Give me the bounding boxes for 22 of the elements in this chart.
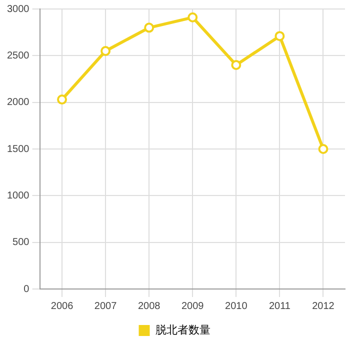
x-tick-label: 2010: [225, 300, 248, 312]
point: [318, 144, 328, 154]
point: [100, 46, 111, 56]
point: [274, 31, 285, 42]
point: [188, 12, 198, 22]
x-tick-label: 2008: [138, 300, 161, 312]
y-tick-label: 1000: [6, 190, 30, 202]
point: [144, 22, 154, 33]
y-tick-label: 3000: [6, 4, 30, 15]
x-tick-label: 2006: [50, 300, 74, 312]
y-tick-label: 500: [12, 237, 30, 248]
y-tick-label: 2500: [6, 50, 30, 62]
x-tick-label: 2012: [312, 300, 335, 312]
legend-label: 脱北者数量: [155, 324, 210, 337]
x-tick-label: 2011: [268, 300, 291, 312]
y-tick-label: 0: [24, 284, 30, 295]
x-tick-label: 2007: [94, 300, 118, 312]
y-tick-label: 2000: [6, 97, 30, 108]
point: [57, 94, 68, 105]
x-tick-label: 2009: [182, 300, 204, 312]
y-tick-label: 1500: [6, 144, 30, 155]
point: [231, 60, 242, 70]
